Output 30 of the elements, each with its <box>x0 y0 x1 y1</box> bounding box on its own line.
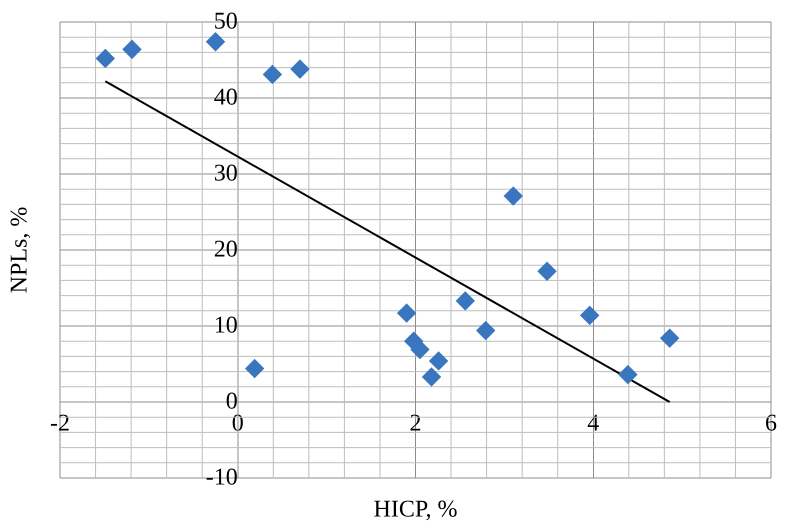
y-tick-label: 20 <box>214 236 238 262</box>
point <box>290 60 310 79</box>
y-tick-label: 40 <box>214 84 238 110</box>
point <box>245 359 264 378</box>
point <box>397 304 416 323</box>
point <box>538 262 557 281</box>
point <box>618 365 638 384</box>
y-tick-label: -10 <box>206 464 238 490</box>
point <box>456 291 475 310</box>
x-tick-label: 2 <box>410 410 422 437</box>
point <box>422 367 441 386</box>
point <box>122 40 142 59</box>
y-tick-label: 0 <box>226 388 238 414</box>
point <box>476 321 496 340</box>
x-axis-title: HICP, % <box>373 496 458 522</box>
point <box>206 32 226 52</box>
point <box>262 64 282 84</box>
point <box>96 48 115 68</box>
x-tick-label: 6 <box>765 410 777 437</box>
y-tick-label: 30 <box>214 160 238 186</box>
y-tick-label: 10 <box>214 312 238 338</box>
x-tick-label: 4 <box>587 410 600 437</box>
point <box>410 340 430 360</box>
point <box>660 328 680 348</box>
point <box>580 306 600 325</box>
y-tick-label: 50 <box>214 8 238 34</box>
point <box>429 351 448 370</box>
x-tick-label: -2 <box>50 410 70 437</box>
y-axis-title: NPLs, % <box>6 206 32 294</box>
point <box>504 186 523 206</box>
